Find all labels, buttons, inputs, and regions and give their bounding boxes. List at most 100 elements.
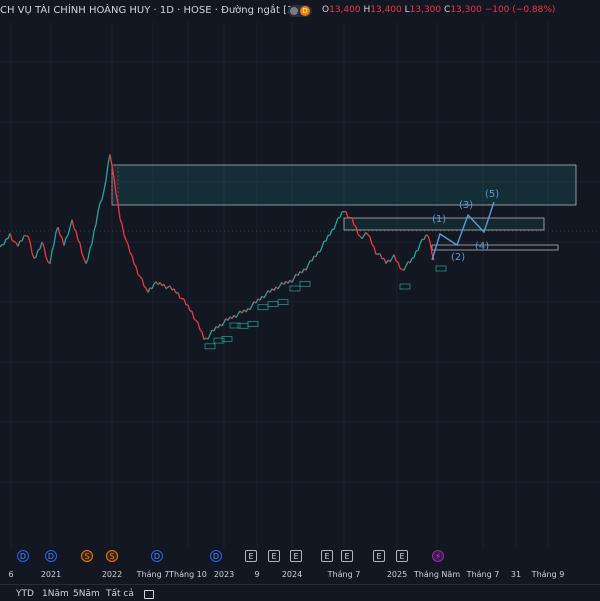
price-segment: [306, 266, 308, 271]
price-segment: [68, 228, 70, 236]
price-segment: [40, 242, 42, 249]
price-segment: [302, 269, 304, 273]
split-event-icon[interactable]: S: [106, 550, 118, 562]
range-1y-button[interactable]: 1Năm: [42, 589, 69, 599]
price-segment: [54, 232, 56, 244]
price-segment: [370, 237, 372, 245]
dividend-event-icon[interactable]: D: [45, 550, 57, 562]
buy-signal-marker: [300, 281, 310, 286]
earnings-event-icon[interactable]: E: [373, 550, 385, 562]
dividend-event-icon[interactable]: D: [151, 550, 163, 562]
resistance-zone: [112, 165, 576, 205]
earnings-event-icon[interactable]: E: [396, 550, 408, 562]
price-segment: [208, 335, 210, 340]
price-segment: [412, 258, 414, 259]
price-segment: [410, 258, 412, 262]
price-segment: [134, 264, 136, 267]
x-tick: Tháng 7: [328, 570, 361, 579]
price-segment: [66, 235, 68, 237]
price-segment: [46, 257, 48, 262]
split-event-icon[interactable]: S: [81, 550, 93, 562]
price-segment: [330, 230, 332, 236]
status-toggle[interactable]: D: [288, 5, 312, 17]
price-segment: [80, 243, 82, 254]
price-segment: [334, 224, 336, 230]
price-segment: [90, 244, 92, 249]
price-segment: [374, 247, 376, 255]
buy-signal-marker: [214, 338, 224, 343]
earnings-event-icon[interactable]: E: [321, 550, 333, 562]
range-ytd-button[interactable]: YTD: [16, 589, 34, 599]
price-segment: [78, 240, 80, 243]
x-tick: 31: [511, 570, 521, 579]
price-segment: [96, 212, 98, 224]
price-segment: [36, 250, 38, 257]
price-segment: [76, 231, 78, 240]
price-segment: [428, 236, 430, 242]
price-segment: [336, 218, 338, 224]
symbol-title[interactable]: CH VỤ TÀI CHÍNH HOÀNG HUY · 1D · HOSE · …: [0, 5, 297, 16]
price-segment: [118, 203, 120, 218]
x-tick: Tháng 9: [532, 570, 565, 579]
price-segment: [130, 253, 132, 256]
price-segment: [126, 240, 128, 244]
buy-signal-marker: [230, 323, 240, 328]
range-5y-button[interactable]: 5Năm: [73, 589, 100, 599]
price-segment: [12, 240, 14, 241]
high-value: 13,400: [370, 5, 402, 15]
price-segment: [106, 165, 108, 181]
earnings-event-icon[interactable]: E: [341, 550, 353, 562]
buy-signal-marker: [238, 323, 248, 328]
price-segment: [396, 261, 398, 262]
price-segment: [320, 247, 322, 252]
price-segment: [400, 268, 402, 269]
price-segment: [42, 242, 44, 247]
price-segment: [124, 235, 126, 240]
price-segment: [214, 326, 216, 331]
price-segment: [28, 236, 30, 242]
price-segment: [194, 319, 196, 321]
price-segment: [166, 287, 168, 288]
price-segment: [404, 266, 406, 270]
x-tick: 2022: [102, 570, 122, 579]
time-axis[interactable]: 6 2021 2022 Tháng 7 Tháng 10 2023 9 2024…: [0, 566, 600, 584]
price-segment: [152, 284, 154, 289]
dividend-event-icon[interactable]: D: [17, 550, 29, 562]
price-segment: [100, 199, 102, 202]
price-segment: [362, 236, 364, 239]
chart-header: CH VỤ TÀI CHÍNH HOÀNG HUY · 1D · HOSE · …: [0, 0, 600, 22]
price-segment: [34, 257, 36, 258]
price-segment: [132, 255, 134, 263]
dividend-event-icon[interactable]: D: [210, 550, 222, 562]
x-tick: 2023: [214, 570, 234, 579]
earnings-event-icon[interactable]: E: [290, 550, 302, 562]
price-segment: [394, 255, 396, 261]
range-all-button[interactable]: Tất cả: [106, 589, 134, 599]
price-segment: [122, 224, 124, 235]
price-segment: [94, 224, 96, 231]
lightning-event-icon[interactable]: ⚡: [432, 550, 444, 562]
price-segment: [170, 286, 172, 290]
price-segment: [312, 256, 314, 261]
price-segment: [88, 248, 90, 258]
buy-signal-marker: [205, 344, 215, 349]
price-segment: [418, 244, 420, 250]
price-segment: [358, 234, 360, 236]
buy-signal-markers: [205, 266, 446, 349]
price-segment: [264, 294, 266, 298]
price-segment: [140, 277, 142, 279]
price-segment: [58, 227, 60, 235]
price-chart[interactable]: (1) (2) (3) (4) (5): [0, 22, 600, 548]
wave-label-1: (1): [432, 214, 446, 225]
x-tick: Tháng 7: [467, 570, 500, 579]
ohlc-readout: O13,400 H13,400 L13,300 C13,300 −100 (−0…: [322, 5, 555, 15]
earnings-event-icon[interactable]: E: [268, 550, 280, 562]
price-segment: [136, 267, 138, 275]
earnings-event-icon[interactable]: E: [245, 550, 257, 562]
price-segment: [380, 254, 382, 259]
price-segment: [144, 286, 146, 288]
price-segment: [250, 306, 252, 310]
price-segment: [278, 286, 280, 289]
calendar-icon[interactable]: [144, 590, 154, 599]
price-segment: [390, 258, 392, 262]
